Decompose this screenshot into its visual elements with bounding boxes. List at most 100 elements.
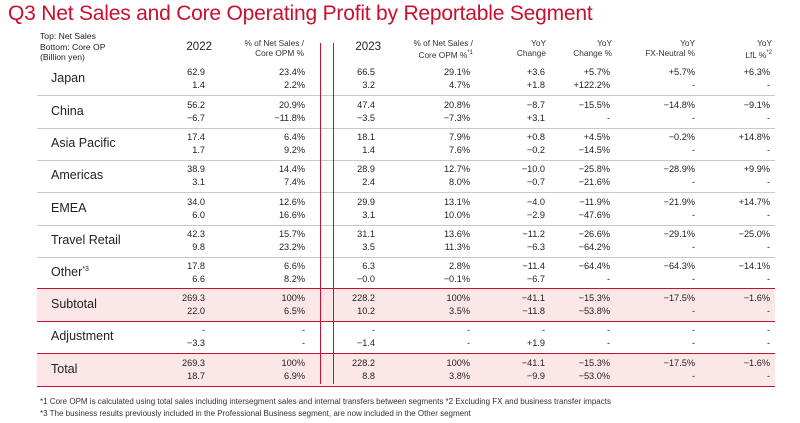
cell-yoy-lfl-net-sales: −14.1%: [738, 261, 770, 271]
cell-pct2022-core-op: −11.8%: [274, 113, 305, 123]
cell-y2022-net-sales: 34.0: [187, 197, 205, 207]
divider-left: [320, 43, 321, 384]
header-yoy-pct-line2: Change %: [573, 48, 612, 58]
cell-pct2023-net-sales: 13.1%: [443, 197, 470, 207]
cell-y2023-net-sales: 18.1: [357, 132, 375, 142]
footnote-1: *1 Core OPM is calculated using total sa…: [40, 397, 611, 406]
cell-pct2023-net-sales: 20.8%: [443, 100, 470, 110]
cell-y2023-net-sales: -: [371, 325, 375, 335]
cell-pct2022-core-op: 23.2%: [278, 242, 305, 252]
segment-label: Subtotal: [51, 297, 97, 311]
cell-pct2022-core-op: 8.2%: [284, 274, 305, 284]
cell-yoy-lfl-net-sales: −1.6%: [743, 358, 770, 368]
cell-y2022-net-sales: 56.2: [187, 100, 205, 110]
cell-yoy-change-pct-net-sales: −26.6%: [578, 229, 610, 239]
cell-y2022-core-op: −6.7: [186, 113, 205, 123]
cell-y2023-core-op: 3.1: [362, 210, 375, 220]
cell-y2023-net-sales: 31.1: [357, 229, 375, 239]
cell-y2023-net-sales: 228.2: [352, 358, 375, 368]
cell-yoy-change-net-sales: −8.7: [526, 100, 545, 110]
cell-yoy-lfl-core-op: -: [766, 80, 770, 90]
cell-y2023-net-sales: 47.4: [357, 100, 375, 110]
cell-y2023-core-op: −3.5: [356, 113, 375, 123]
cell-yoy-fx-neutral-net-sales: −21.9%: [663, 197, 695, 207]
header-pct-2022-line2: Core OPM %: [255, 48, 304, 58]
cell-yoy-change-core-op: −6.7: [526, 274, 545, 284]
cell-yoy-fx-neutral-net-sales: −14.8%: [663, 100, 695, 110]
cell-y2022-core-op: 6.6: [192, 274, 205, 284]
cell-yoy-lfl-net-sales: +14.7%: [738, 197, 770, 207]
cell-y2022-net-sales: 42.3: [187, 229, 205, 239]
cell-yoy-change-pct-core-op: −64.2%: [578, 242, 610, 252]
table-row: Asia Pacific 17.4 6.4% 18.1 7.9% +0.8 +4.5% −0.…: [37, 128, 775, 161]
cell-pct2022-net-sales: -: [301, 325, 305, 335]
cell-pct2022-net-sales: 15.7%: [278, 229, 305, 239]
cell-yoy-change-core-op: −11.8: [522, 306, 545, 316]
cell-pct2023-core-op: 3.5%: [449, 306, 470, 316]
segment-name: Americas: [51, 168, 103, 182]
header-yoy-change-line2: Change: [516, 48, 546, 58]
cell-pct2023-net-sales: 29.1%: [443, 67, 470, 77]
cell-yoy-fx-neutral-net-sales: -: [691, 325, 695, 335]
cell-yoy-change-pct-core-op: −47.6%: [578, 210, 610, 220]
cell-y2022-net-sales: 17.4: [187, 132, 205, 142]
cell-y2022-core-op: 9.8: [192, 242, 205, 252]
cell-yoy-change-net-sales: −11.4: [522, 261, 545, 271]
cell-yoy-change-pct-net-sales: −11.9%: [579, 197, 610, 207]
cell-yoy-lfl-net-sales: +14.8%: [738, 132, 770, 142]
cell-yoy-change-pct-core-op: +122.2%: [573, 80, 610, 90]
cell-yoy-change-core-op: +1.8: [526, 80, 545, 90]
cell-y2022-net-sales: 62.9: [187, 67, 205, 77]
footnote-mark: *2: [766, 50, 772, 56]
table-row: Japan 62.9 23.4% 66.5 29.1% +3.6 +5.7% +5.7% +6.…: [37, 63, 775, 96]
segment-name: Other*3: [51, 265, 89, 279]
header-yoy-pct: YoY Change %: [552, 38, 612, 58]
segment-name: Japan: [51, 71, 85, 85]
cell-y2022-core-op: −3.3: [186, 338, 205, 348]
cell-pct2023-net-sales: 100%: [446, 293, 471, 303]
cell-pct2023-core-op: 8.0%: [449, 177, 470, 187]
cell-yoy-change-net-sales: -: [541, 325, 545, 335]
cell-pct2022-net-sales: 14.4%: [278, 164, 305, 174]
cell-pct2022-core-op: 6.5%: [284, 306, 305, 316]
cell-y2022-net-sales: -: [201, 325, 205, 335]
segment-name: Total: [51, 362, 77, 376]
cell-pct2022-core-op: -: [301, 338, 305, 348]
cell-yoy-change-pct-net-sales: −15.3%: [578, 293, 610, 303]
segment-footnote-mark: *3: [82, 265, 89, 273]
cell-yoy-change-net-sales: +0.8: [526, 132, 545, 142]
cell-yoy-lfl-net-sales: −9.1%: [743, 100, 770, 110]
table-row: Travel Retail 42.3 15.7% 31.1 13.6% −11.2 −26.…: [37, 225, 775, 258]
segment-name: Subtotal: [51, 297, 97, 311]
cell-yoy-fx-neutral-core-op: -: [691, 242, 695, 252]
cell-yoy-fx-neutral-net-sales: −28.9%: [663, 164, 695, 174]
cell-y2023-core-op: 3.2: [362, 80, 375, 90]
cell-yoy-change-pct-net-sales: −25.8%: [578, 164, 610, 174]
cell-yoy-fx-neutral-net-sales: −0.2%: [668, 132, 695, 142]
cell-yoy-lfl-net-sales: +6.3%: [743, 67, 770, 77]
cell-pct2023-core-op: −7.3%: [443, 113, 470, 123]
cell-pct2022-core-op: 9.2%: [284, 145, 305, 155]
cell-yoy-change-pct-core-op: −21.6%: [578, 177, 610, 187]
cell-yoy-fx-neutral-core-op: -: [691, 274, 695, 284]
cell-y2023-net-sales: 6.3: [362, 261, 375, 271]
segment-name: China: [51, 104, 84, 118]
cell-yoy-fx-neutral-core-op: -: [691, 177, 695, 187]
header-pct-2023: % of Net Sales / Core OPM %*1: [398, 38, 474, 60]
cell-yoy-lfl-core-op: -: [766, 145, 770, 155]
cell-yoy-fx-neutral-core-op: -: [691, 210, 695, 220]
cell-yoy-lfl-net-sales: -: [766, 325, 770, 335]
segment-label: EMEA: [51, 201, 87, 215]
cell-yoy-lfl-net-sales: +9.9%: [743, 164, 770, 174]
cell-y2023-core-op: 1.4: [362, 145, 375, 155]
cell-pct2022-net-sales: 6.6%: [284, 261, 305, 271]
cell-pct2023-core-op: 10.0%: [443, 210, 470, 220]
cell-pct2023-core-op: 11.3%: [444, 242, 470, 252]
cell-y2023-core-op: 3.5: [362, 242, 375, 252]
cell-yoy-change-pct-net-sales: -: [606, 325, 610, 335]
header-yoy-change: YoY Change: [486, 38, 546, 58]
cell-pct2023-core-op: 4.7%: [449, 80, 470, 90]
cell-yoy-change-pct-net-sales: −64.4%: [578, 261, 610, 271]
page-title: Q3 Net Sales and Core Operating Profit b…: [8, 2, 593, 25]
cell-yoy-lfl-core-op: -: [766, 242, 770, 252]
